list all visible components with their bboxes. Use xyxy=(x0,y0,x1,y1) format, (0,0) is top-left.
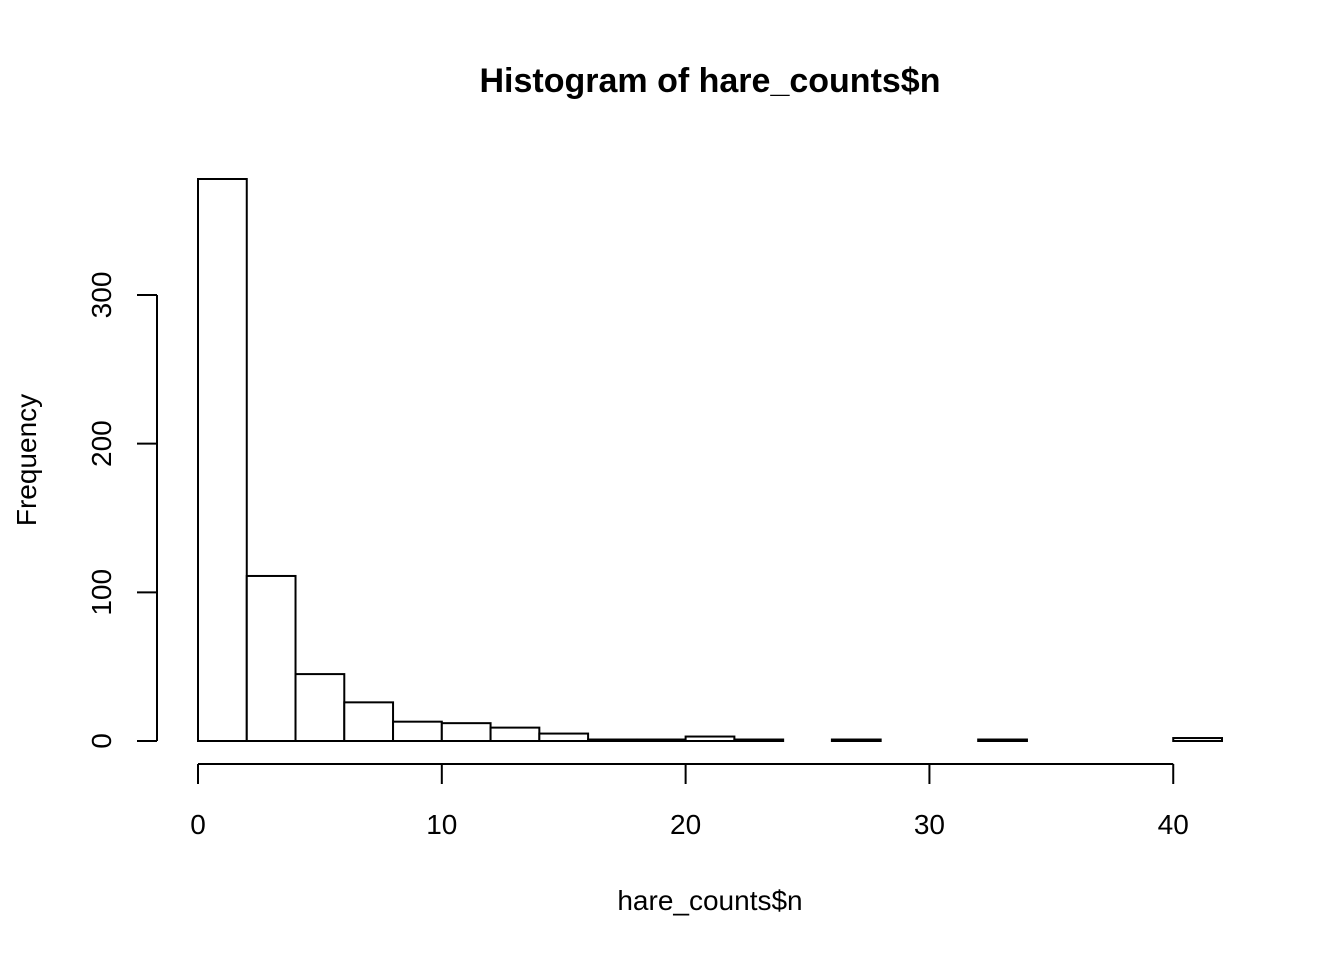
histogram-bar xyxy=(489,726,541,742)
x-tick-label: 40 xyxy=(1158,809,1189,840)
histogram-bar xyxy=(1172,737,1223,742)
histogram-bar xyxy=(635,738,687,743)
histogram-bar xyxy=(684,735,736,742)
y-tick-label: 100 xyxy=(86,569,117,616)
histogram-bar xyxy=(343,701,395,743)
bars-group xyxy=(197,178,1223,743)
histogram-bar xyxy=(830,738,882,743)
y-axis-label: Frequency xyxy=(11,394,42,526)
histogram-bar xyxy=(587,738,638,743)
histogram-bar xyxy=(294,673,346,742)
histogram-bar xyxy=(245,574,297,743)
x-tick-label: 10 xyxy=(426,809,457,840)
y-tick-label: 0 xyxy=(86,733,117,749)
histogram-bar xyxy=(440,722,492,743)
histogram-bar xyxy=(733,738,785,743)
y-tick-label: 300 xyxy=(86,272,117,319)
x-tick-label: 0 xyxy=(190,809,206,840)
histogram-bar xyxy=(392,720,443,742)
histogram-bar xyxy=(977,738,1028,743)
x-tick-label: 30 xyxy=(914,809,945,840)
x-axis: 0 10 20 30 40 xyxy=(190,763,1189,840)
x-axis-label: hare_counts$n xyxy=(617,885,802,916)
histogram-bar xyxy=(538,732,590,743)
chart-title: Histogram of hare_counts$n xyxy=(480,62,941,100)
y-tick-label: 200 xyxy=(86,420,117,467)
y-axis: 0 100 200 300 xyxy=(86,272,158,749)
x-tick-label: 20 xyxy=(670,809,701,840)
histogram-bar xyxy=(197,178,248,742)
